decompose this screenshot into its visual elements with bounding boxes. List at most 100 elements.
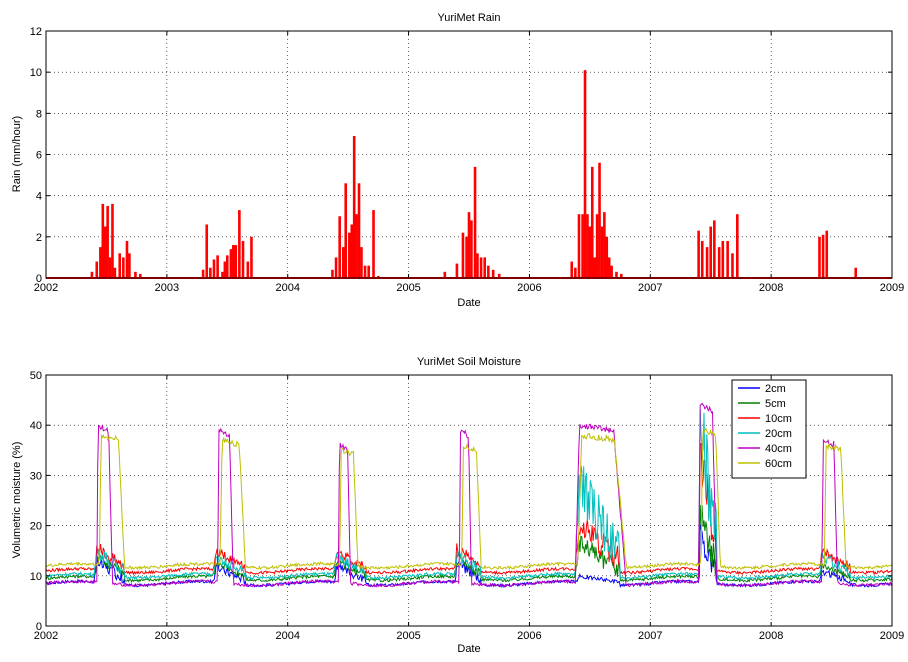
x-tick-label: 2004 [275, 630, 299, 642]
rain-bar [595, 214, 599, 278]
x-tick-label: 2003 [155, 282, 179, 294]
rain-bar [229, 249, 233, 278]
rain-bar [241, 240, 245, 278]
y-tick-label: 40 [30, 420, 42, 432]
soil-x-axis-label: Date [457, 643, 480, 655]
rain-bar [348, 232, 351, 278]
x-tick-label: 2007 [638, 282, 662, 294]
rain-bar [581, 214, 584, 278]
soil-axes-box [45, 374, 893, 627]
rain-bar [709, 226, 713, 278]
rain-bar [103, 226, 107, 278]
legend-entry: 40cm [765, 443, 792, 455]
legend-entry: 60cm [765, 458, 792, 470]
y-tick-label: 2 [36, 232, 42, 244]
rain-bar [331, 269, 334, 278]
x-tick-label: 2005 [396, 282, 420, 294]
y-tick-label: 6 [36, 150, 42, 162]
rain-bar [590, 166, 594, 278]
rain-bar [465, 236, 468, 278]
y-tick-label: 0 [36, 621, 42, 633]
rain-bar [101, 203, 105, 278]
rain-bar [476, 253, 479, 278]
rain-bar [209, 267, 212, 278]
rain-bar [232, 245, 235, 278]
rain-chart-title: YuriMet Rain [438, 12, 501, 24]
rain-bar [473, 166, 477, 278]
rain-bar [367, 265, 370, 278]
rain-bar [736, 214, 739, 278]
rain-bar [377, 275, 380, 278]
rain-grid [46, 31, 892, 278]
rain-bar [726, 240, 729, 278]
rain-bar [344, 183, 348, 278]
rain-bar [605, 236, 609, 278]
rain-chart: 2002 2003 2004 2005 2006 2007 2008 2009 0 2 4 6 8 10… [11, 12, 904, 309]
rain-bar [607, 257, 611, 278]
x-tick-label: 2003 [155, 630, 179, 642]
rain-bar [470, 220, 473, 278]
soil-moisture-chart: 2002 2003 2004 2005 2006 2007 2008 2009 0 10 20 30… [11, 356, 904, 655]
rain-x-axis-label: Date [457, 297, 480, 309]
legend-entry: 2cm [765, 383, 786, 395]
rain-bar [443, 271, 447, 278]
rain-bar [600, 226, 604, 278]
x-tick-label: 2006 [517, 282, 541, 294]
rain-bar [372, 210, 375, 278]
rain-y-ticks: 0 2 4 6 8 10 12 [30, 26, 892, 285]
rain-bar [95, 261, 99, 278]
rain-bars [46, 70, 892, 279]
x-tick-label: 2007 [638, 630, 662, 642]
rain-bar [487, 265, 490, 278]
rain-bar [461, 232, 465, 278]
legend-entry: 20cm [765, 428, 792, 440]
y-tick-label: 10 [30, 571, 42, 583]
x-tick-label: 2009 [880, 282, 904, 294]
x-tick-label: 2002 [34, 630, 58, 642]
rain-bar [713, 220, 716, 278]
y-tick-label: 0 [36, 273, 42, 285]
rain-bar [216, 255, 219, 278]
x-tick-label: 2008 [759, 282, 783, 294]
soil-series-line-40cm [45, 402, 893, 588]
y-tick-label: 8 [36, 108, 42, 120]
rain-bar [355, 214, 358, 278]
rain-bar [118, 253, 122, 278]
rain-bar [350, 224, 354, 278]
y-tick-label: 30 [30, 470, 42, 482]
x-tick-label: 2009 [880, 630, 904, 642]
soil-legend: 2cm 5cm 10cm 20cm 40cm 60cm [731, 379, 807, 479]
legend-entry: 10cm [765, 413, 792, 425]
x-tick-label: 2005 [396, 630, 420, 642]
rain-bar [363, 265, 367, 278]
rain-bar [705, 247, 709, 278]
rain-bar [583, 70, 587, 278]
rain-bar [593, 257, 596, 278]
rain-bar [574, 267, 577, 278]
rain-bar [122, 257, 125, 278]
rain-bar [610, 265, 613, 278]
legend-entry: 5cm [765, 398, 786, 410]
soil-x-ticks: 2002 2003 2004 2005 2006 2007 2008 2009 [34, 375, 904, 642]
rain-bar [106, 205, 109, 278]
rain-bar [338, 216, 341, 278]
rain-bar [99, 247, 102, 278]
soil-lines [45, 402, 893, 589]
soil-y-ticks: 0 10 20 30 40 50 [30, 370, 892, 633]
rain-bar [615, 271, 618, 278]
y-tick-label: 10 [30, 67, 42, 79]
rain-bar [238, 210, 241, 278]
rain-bar [721, 240, 725, 278]
rain-bar [825, 230, 829, 278]
y-tick-label: 12 [30, 26, 42, 38]
rain-bar [598, 162, 601, 278]
rain-bar [455, 263, 459, 278]
rain-bar [467, 212, 471, 278]
rain-bar [497, 273, 501, 278]
soil-series-line-10cm [45, 442, 893, 576]
y-tick-label: 20 [30, 521, 42, 533]
rain-bar [246, 261, 250, 278]
rain-bar [205, 224, 209, 278]
